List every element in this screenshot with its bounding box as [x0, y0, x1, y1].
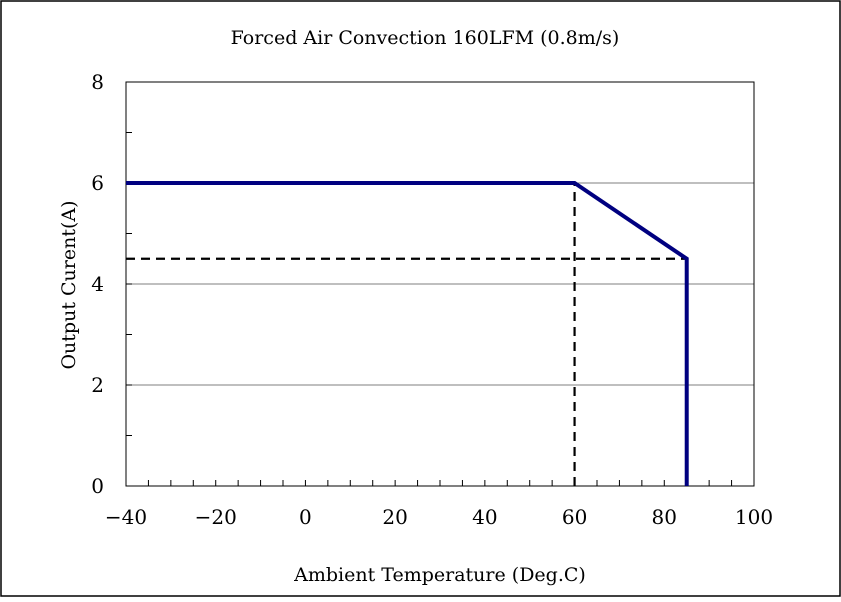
y-tick-label: 2: [91, 373, 104, 397]
x-axis-label: Ambient Temperature (Deg.C): [293, 564, 586, 586]
series-lines: [126, 181, 689, 486]
x-tick-label: 60: [562, 505, 587, 529]
x-tick-label: −20: [195, 505, 237, 529]
x-tick-label: 100: [735, 505, 773, 529]
y-tick-label: 4: [91, 272, 104, 296]
chart-title: Forced Air Convection 160LFM (0.8m/s): [231, 27, 620, 49]
x-tick-label: 40: [472, 505, 497, 529]
derating-curve: [126, 181, 689, 486]
x-tick-label: −40: [105, 505, 147, 529]
y-tick-label: 8: [91, 70, 104, 94]
reference-lines: [126, 183, 687, 486]
axis-ticks: [125, 81, 755, 487]
y-tick-label: 6: [91, 171, 104, 195]
x-tick-label: 0: [299, 505, 312, 529]
x-tick-label: 80: [652, 505, 677, 529]
x-tick-labels: −40 −20 0 20 40 60 80 100: [105, 505, 773, 529]
x-tick-label: 20: [382, 505, 407, 529]
y-tick-labels: 0 2 4 6 8: [91, 70, 104, 498]
y-tick-label: 0: [91, 474, 104, 498]
y-axis-label: Output Curent(A): [58, 200, 80, 369]
